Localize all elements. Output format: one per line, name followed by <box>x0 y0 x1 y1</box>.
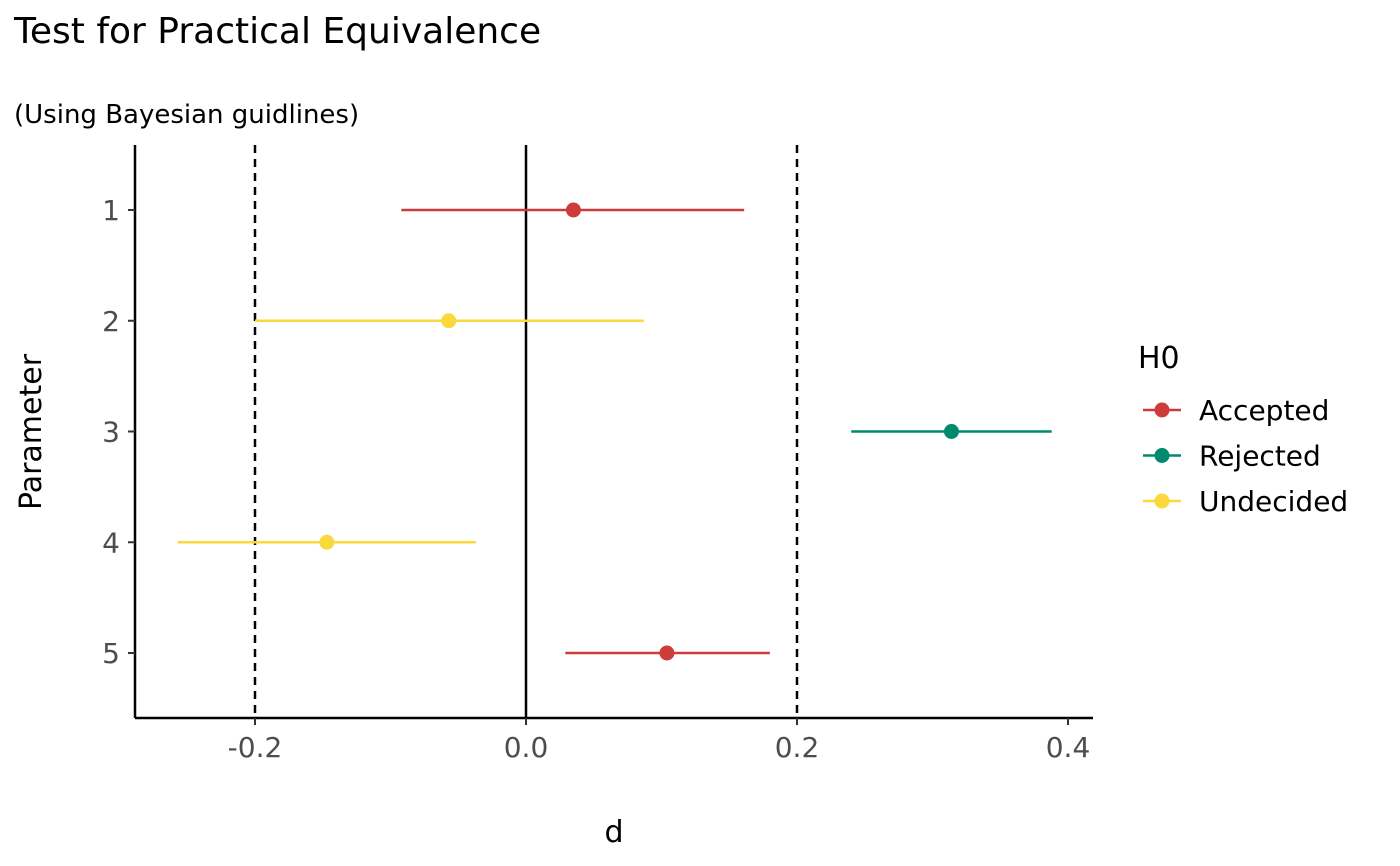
estimate-point-4 <box>319 534 335 550</box>
x-tick-label: 0.4 <box>1046 731 1091 764</box>
chart-title: Test for Practical Equivalence <box>13 11 541 52</box>
legend-label-undecided: Undecided <box>1199 485 1348 518</box>
estimate-point-3 <box>943 424 959 439</box>
y-tick-label: 2 <box>102 305 120 338</box>
legend-key-point <box>1154 448 1170 463</box>
legend-label-accepted: Accepted <box>1199 394 1329 427</box>
x-axis-title: d <box>604 815 623 850</box>
reference-lines <box>253 145 799 718</box>
y-tick-label: 4 <box>102 526 120 559</box>
y-tick-label: 5 <box>102 637 120 670</box>
x-tick-label: 0.2 <box>775 731 820 764</box>
estimate-point-2 <box>441 313 457 329</box>
estimate-points <box>319 202 959 661</box>
y-tick-label: 3 <box>102 416 120 449</box>
legend: H0 Accepted Rejected Undecided <box>1138 341 1348 518</box>
x-axis-ticks: -0.2 0.0 0.2 0.4 <box>228 718 1091 764</box>
y-tick-label: 1 <box>102 194 120 227</box>
chart-subtitle: (Using Bayesian guidlines) <box>14 100 359 130</box>
estimate-point-5 <box>659 645 675 661</box>
interval-lines <box>177 208 1052 655</box>
x-tick-label: -0.2 <box>228 731 283 764</box>
y-axis-title: Parameter <box>14 353 49 510</box>
y-axis-ticks: 1 2 3 4 5 <box>102 194 135 670</box>
legend-key-point <box>1154 402 1170 418</box>
x-tick-label: 0.0 <box>504 731 549 764</box>
legend-title: H0 <box>1138 341 1180 376</box>
estimate-point-1 <box>565 202 581 218</box>
legend-label-rejected: Rejected <box>1199 440 1321 473</box>
legend-key-point <box>1154 493 1170 509</box>
